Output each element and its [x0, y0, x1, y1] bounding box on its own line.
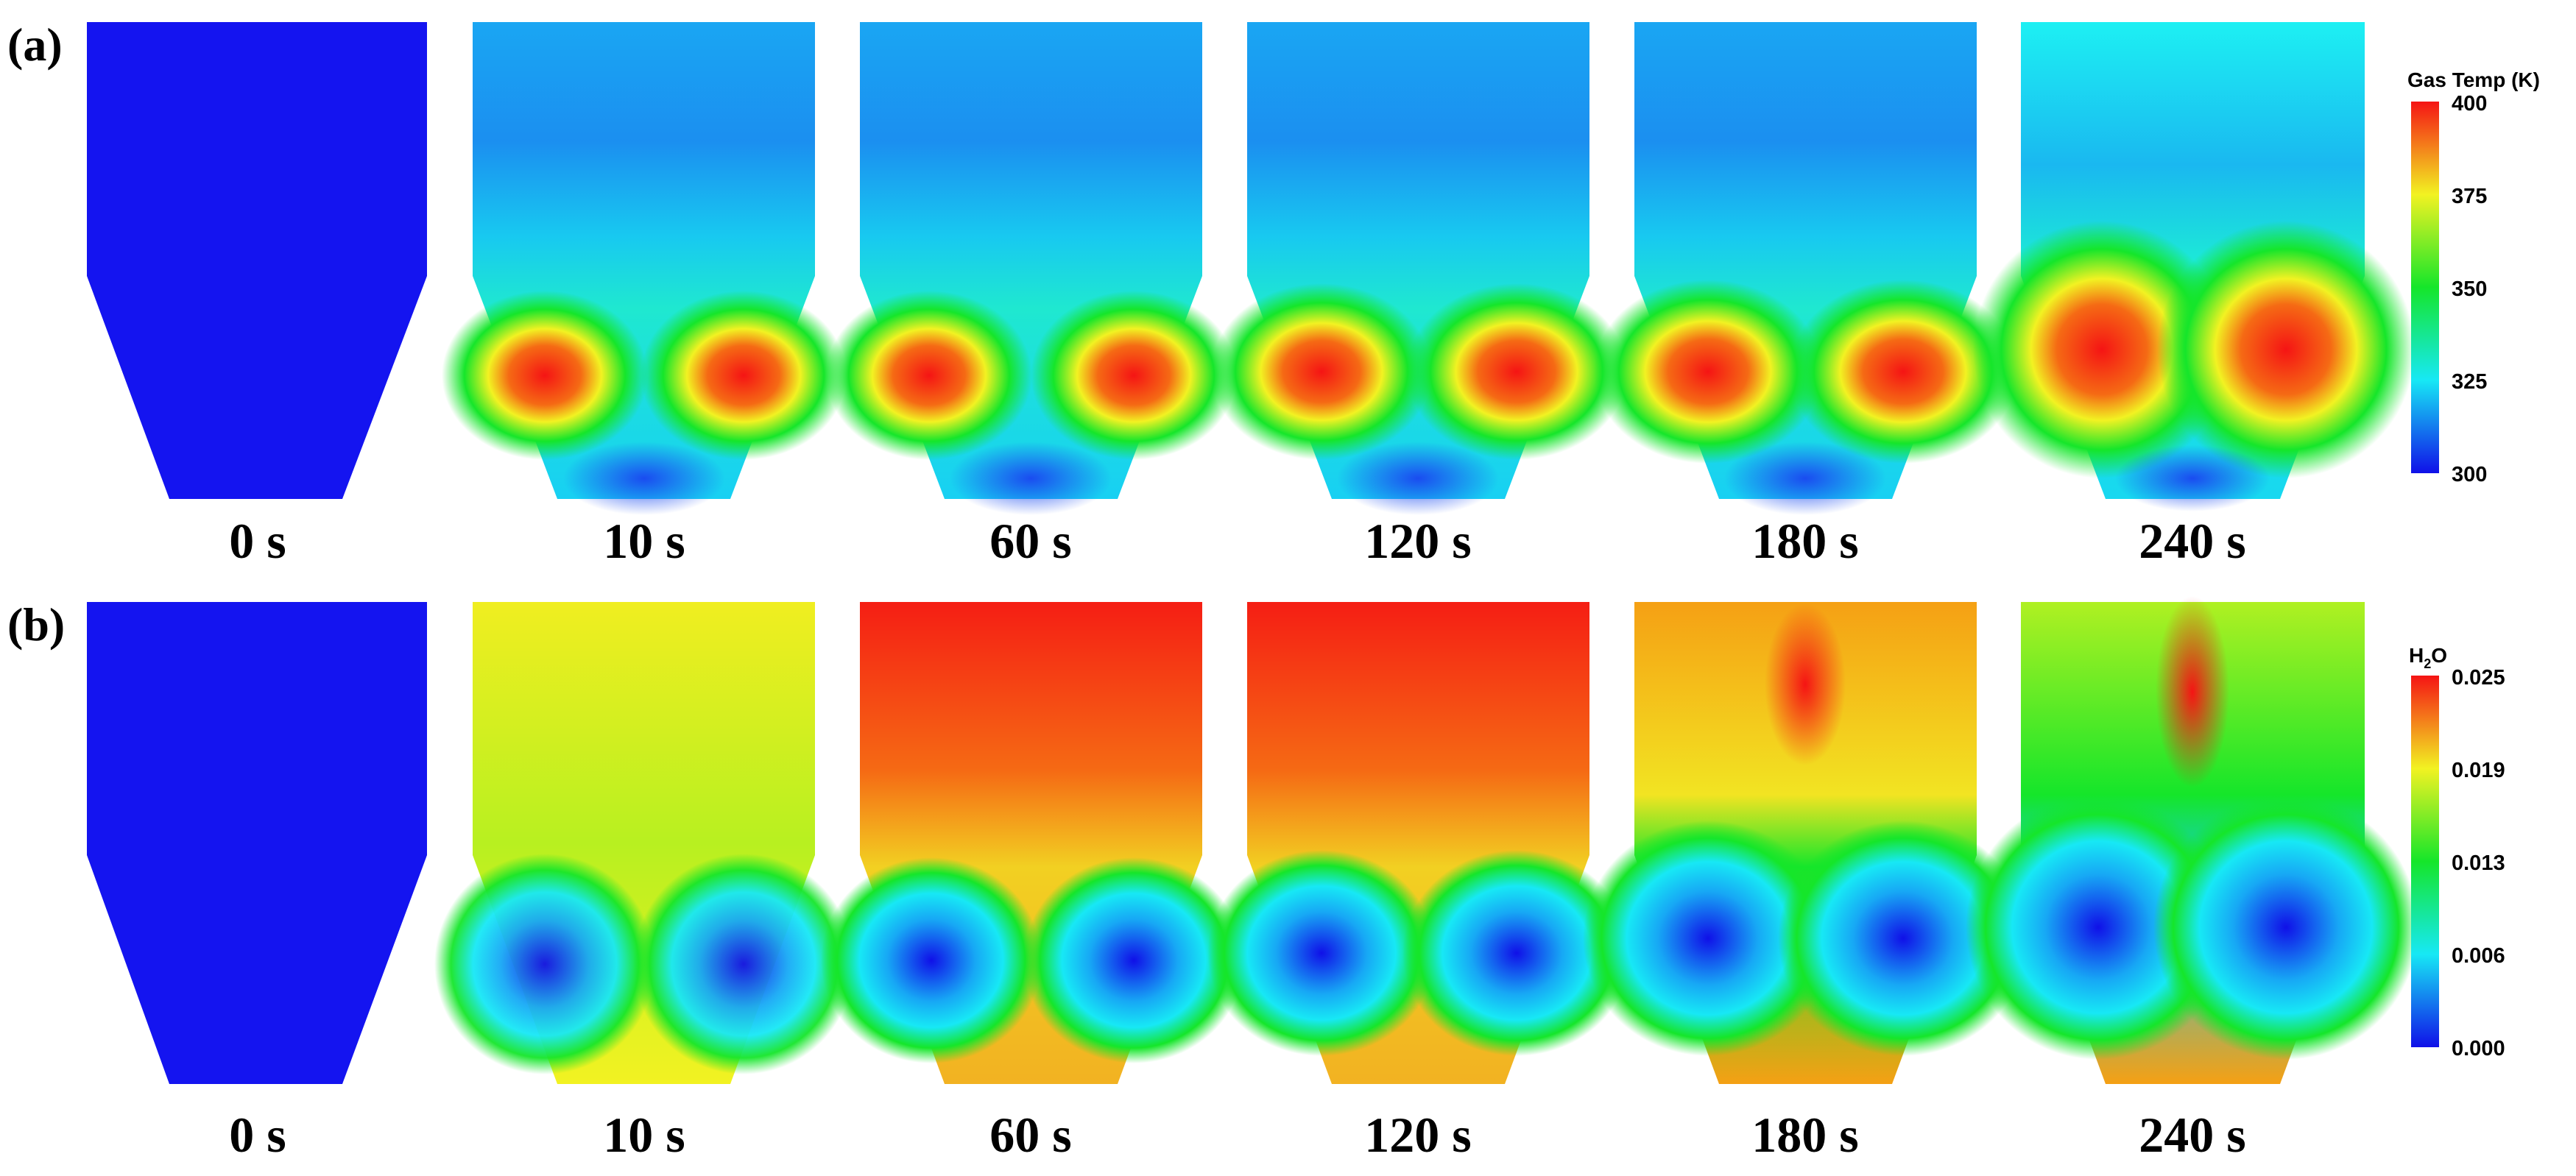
colorbar-a-tick-3: 325 — [2452, 370, 2487, 394]
time-label-b-4: 180 s — [1751, 1107, 1858, 1163]
time-label-a-1: 10 s — [603, 513, 685, 569]
time-label-a-4: 180 s — [1751, 513, 1858, 569]
row-b-panels — [87, 596, 2418, 1084]
panel-a-60s — [826, 22, 1237, 515]
colorbar-b-tick-0: 0.025 — [2452, 666, 2505, 690]
row-b-time-labels: 0 s 10 s 60 s 120 s 180 s 240 s — [229, 1107, 2245, 1163]
time-label-a-3: 120 s — [1364, 513, 1471, 569]
panel-tag-b: (b) — [7, 598, 65, 651]
colorbar-a-tick-4: 300 — [2452, 463, 2487, 486]
time-label-a-0: 0 s — [229, 513, 286, 569]
colorbar-a-tick-0: 400 — [2452, 92, 2487, 116]
panel-a-10s — [442, 22, 847, 515]
panel-a-120s — [1211, 22, 1627, 515]
colorbar-a-tick-2: 350 — [2452, 277, 2487, 301]
panel-b-120s — [1207, 602, 1631, 1084]
time-label-a-5: 240 s — [2139, 513, 2245, 569]
row-a-panels — [87, 22, 2415, 515]
time-label-a-2: 60 s — [989, 513, 1071, 569]
colorbar-a-gradient — [2411, 102, 2439, 473]
row-a-time-labels: 0 s 10 s 60 s 120 s 180 s 240 s — [229, 513, 2245, 569]
colorbar-b-tick-1: 0.019 — [2452, 759, 2505, 782]
panel-a-0s — [87, 22, 427, 499]
panel-b-60s — [821, 602, 1244, 1084]
colorbar-a-title: Gas Temp (K) — [2407, 68, 2540, 91]
time-label-b-3: 120 s — [1364, 1107, 1471, 1163]
panel-b-0s — [87, 602, 427, 1084]
colorbar-b: H2O 0.025 0.019 0.013 0.006 0.000 — [2409, 644, 2505, 1060]
colorbar-b-gradient — [2411, 676, 2439, 1047]
panel-a-240s — [1973, 22, 2415, 511]
time-label-b-5: 240 s — [2139, 1107, 2245, 1163]
colorbar-b-tick-4: 0.000 — [2452, 1037, 2505, 1060]
colorbar-a-tick-1: 375 — [2452, 185, 2487, 208]
panel-b-10s — [434, 602, 854, 1084]
time-label-b-0: 0 s — [229, 1107, 286, 1163]
panel-tag-a: (a) — [7, 18, 63, 71]
panel-b-240s — [1966, 596, 2418, 1084]
time-label-b-2: 60 s — [989, 1107, 1071, 1163]
panel-b-180s — [1583, 602, 2028, 1084]
colorbar-b-tick-2: 0.013 — [2452, 851, 2505, 875]
time-label-b-1: 10 s — [603, 1107, 685, 1163]
panel-a-180s — [1594, 22, 2017, 515]
colorbar-a: Gas Temp (K) 400 375 350 325 300 — [2407, 68, 2540, 486]
colorbar-b-title: H2O — [2409, 644, 2447, 671]
colorbar-b-tick-3: 0.006 — [2452, 944, 2505, 968]
